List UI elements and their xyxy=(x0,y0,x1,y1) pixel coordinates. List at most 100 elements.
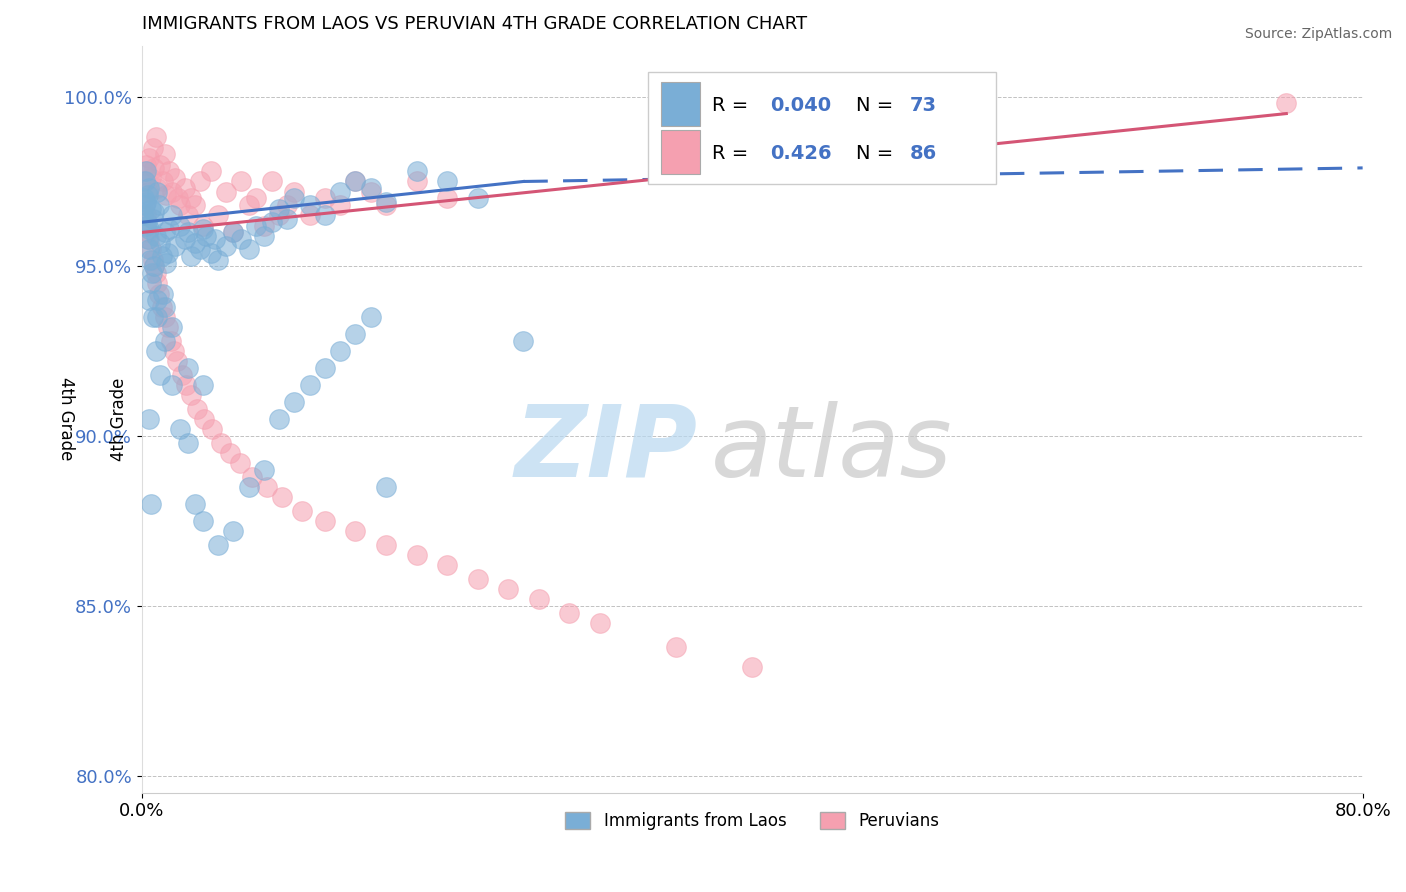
Point xyxy=(215,239,238,253)
Point xyxy=(157,222,180,236)
Point xyxy=(405,164,427,178)
Point xyxy=(276,211,298,226)
Point xyxy=(260,174,283,188)
Point xyxy=(193,412,215,426)
Point xyxy=(132,174,155,188)
Point xyxy=(141,211,163,226)
Point xyxy=(188,174,211,188)
Point xyxy=(191,378,214,392)
Point xyxy=(229,174,252,188)
Point xyxy=(174,378,197,392)
Legend: Immigrants from Laos, Peruvians: Immigrants from Laos, Peruvians xyxy=(558,805,946,837)
Point xyxy=(162,378,184,392)
Point xyxy=(148,198,170,212)
Point xyxy=(191,514,214,528)
Point xyxy=(173,232,195,246)
Point xyxy=(527,592,550,607)
Point xyxy=(204,232,226,246)
Point xyxy=(145,228,167,243)
Text: R =: R = xyxy=(711,96,755,115)
Point xyxy=(141,140,163,154)
Point xyxy=(283,191,305,205)
Point xyxy=(153,334,176,348)
Point xyxy=(375,538,398,552)
Point xyxy=(314,209,336,223)
Point xyxy=(238,198,260,212)
Point xyxy=(153,147,176,161)
Point xyxy=(143,260,166,274)
Point xyxy=(269,209,291,223)
Point xyxy=(138,232,160,246)
Point xyxy=(141,310,163,325)
Point xyxy=(157,164,180,178)
Point xyxy=(180,191,202,205)
Point xyxy=(143,161,166,175)
Point xyxy=(184,198,207,212)
Point xyxy=(256,480,278,494)
Point xyxy=(222,226,245,240)
Point xyxy=(176,209,198,223)
Point xyxy=(148,286,170,301)
Point xyxy=(314,361,336,376)
Point xyxy=(145,344,167,359)
Point xyxy=(360,181,382,195)
Point xyxy=(180,388,202,402)
Point xyxy=(665,640,688,654)
Point xyxy=(139,277,162,291)
Point xyxy=(253,463,276,477)
Point xyxy=(156,320,179,334)
Point xyxy=(139,243,162,257)
Point xyxy=(165,239,187,253)
FancyBboxPatch shape xyxy=(661,81,700,126)
Point xyxy=(184,235,207,250)
Point xyxy=(141,266,163,280)
Point xyxy=(228,456,250,470)
Point xyxy=(184,497,207,511)
Point xyxy=(375,194,398,209)
Point xyxy=(134,174,156,188)
Point xyxy=(191,219,214,233)
Point xyxy=(436,191,458,205)
Point xyxy=(186,401,208,416)
Point xyxy=(207,538,229,552)
Point xyxy=(283,185,305,199)
Point xyxy=(146,310,169,325)
Point xyxy=(136,215,159,229)
Point xyxy=(146,293,169,308)
Point xyxy=(201,422,224,436)
Point xyxy=(169,219,191,233)
Point xyxy=(162,185,184,199)
Point xyxy=(169,422,191,436)
Point xyxy=(150,249,173,263)
Point xyxy=(375,480,398,494)
Point xyxy=(135,209,157,223)
Point xyxy=(191,222,214,236)
Point xyxy=(222,226,245,240)
Point xyxy=(134,198,156,212)
Point xyxy=(245,191,267,205)
Point xyxy=(269,412,291,426)
Text: 86: 86 xyxy=(910,145,936,163)
Point xyxy=(238,243,260,257)
Point xyxy=(238,480,260,494)
Point xyxy=(291,504,314,518)
Point xyxy=(165,171,187,186)
Point xyxy=(138,151,160,165)
Point xyxy=(245,219,267,233)
Point xyxy=(169,198,191,212)
Point xyxy=(219,446,242,460)
Point xyxy=(135,164,157,178)
Point xyxy=(143,205,166,219)
Point xyxy=(329,198,352,212)
Point xyxy=(146,185,169,199)
Point xyxy=(132,209,155,223)
Point xyxy=(162,320,184,334)
Point xyxy=(207,209,229,223)
Point xyxy=(138,181,160,195)
Point xyxy=(138,243,160,257)
Text: 0.426: 0.426 xyxy=(770,145,832,163)
Point xyxy=(298,209,321,223)
Text: atlas: atlas xyxy=(711,401,952,498)
Text: N =: N = xyxy=(856,96,900,115)
Point xyxy=(360,310,382,325)
